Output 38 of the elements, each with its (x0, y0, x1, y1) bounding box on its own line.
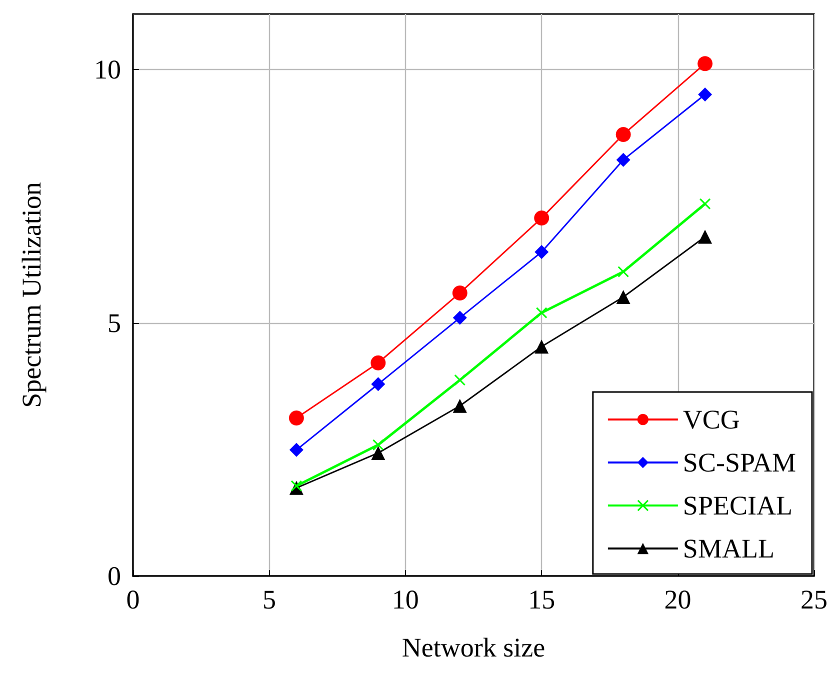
point (452, 398, 467, 413)
y-tick-label: 5 (108, 308, 121, 338)
point (698, 230, 712, 244)
point (618, 266, 629, 278)
point (370, 355, 386, 370)
point (534, 340, 549, 354)
point (452, 310, 467, 325)
x-tick-label: 20 (664, 584, 692, 614)
x-tick-label: 25 (800, 584, 828, 614)
legend-label: SC-SPAM (682, 448, 796, 478)
point (454, 374, 466, 386)
point (372, 439, 384, 450)
y-axis-title: Spectrum Utilization (16, 182, 46, 408)
legend-label: SPECIAL (682, 490, 792, 520)
y-tick-label: 0 (108, 561, 121, 591)
point (534, 210, 550, 226)
point (288, 410, 304, 426)
x-tick-label: 10 (392, 584, 419, 614)
x-tick-label: 15 (528, 584, 556, 614)
point (616, 127, 631, 142)
point (290, 480, 302, 492)
legend-label: VCG (682, 404, 740, 434)
point (616, 152, 630, 167)
legend-label: SMALL (682, 534, 774, 564)
x-axis-title: Network size (402, 632, 546, 662)
point (534, 244, 549, 259)
point (616, 290, 630, 304)
point (371, 446, 386, 460)
point (536, 307, 548, 318)
x-tick-label: 0 (126, 584, 140, 614)
x-tick-label: 5 (262, 584, 276, 614)
point (698, 56, 713, 72)
point (289, 442, 304, 457)
point (452, 285, 468, 300)
point (698, 88, 712, 102)
point (700, 198, 711, 210)
y-tick-label: 10 (94, 54, 121, 85)
point (371, 377, 386, 392)
